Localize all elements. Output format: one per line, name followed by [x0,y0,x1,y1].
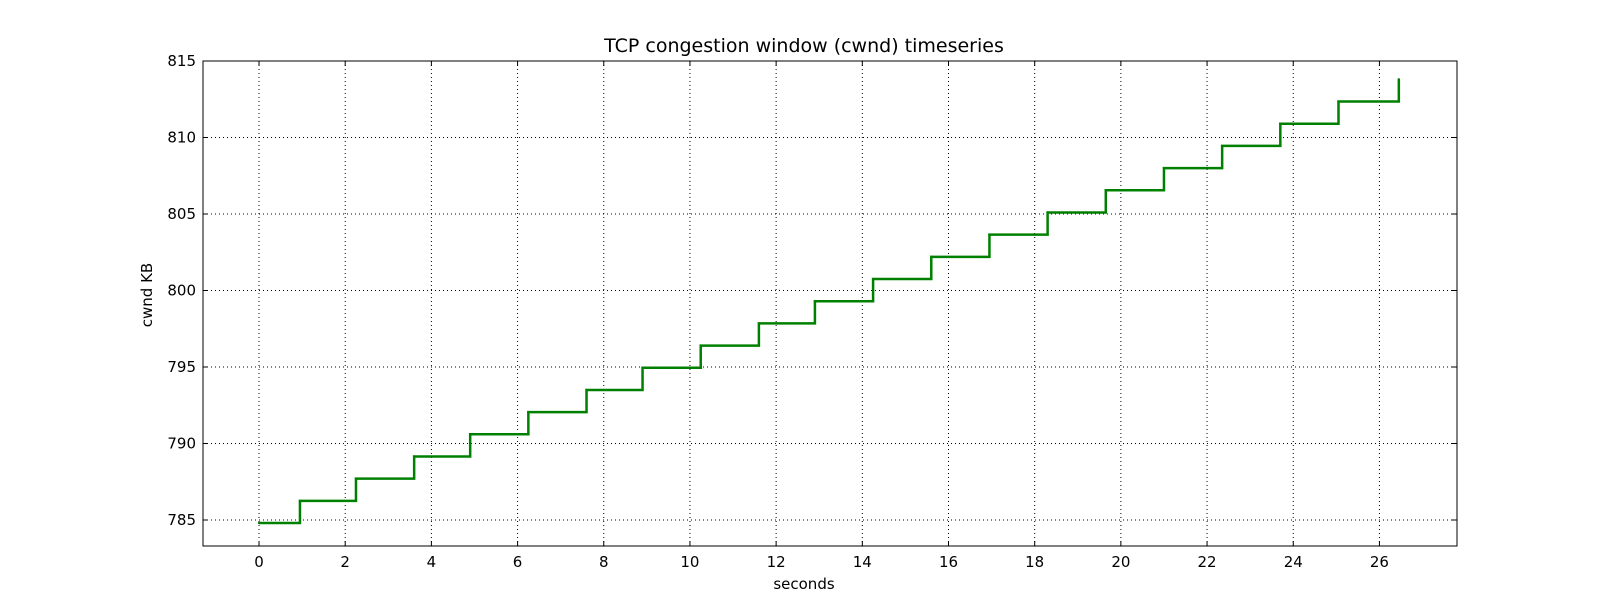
x-tick-label: 6 [513,553,523,571]
x-tick-label: 10 [680,553,699,571]
y-tick-label: 795 [167,358,196,376]
y-tick-label: 815 [167,52,196,70]
cwnd-step-point [988,233,991,236]
series-layer [257,78,1401,525]
x-tick-label: 4 [427,553,437,571]
cwnd-step-point [1104,189,1107,192]
x-tick-label: 18 [1025,553,1044,571]
x-tick-label: 16 [939,553,958,571]
x-tick-label: 2 [340,553,350,571]
x-axis-label: seconds [773,575,834,593]
cwnd-step-point [813,300,817,303]
cwnd-step-point [1220,144,1224,148]
y-tick-label: 785 [167,511,196,529]
y-axis-label: cwnd KB [138,263,156,327]
cwnd-step-point [468,433,472,436]
plot-frame [202,60,1458,547]
x-tick-label: 12 [767,553,786,571]
cwnd-step-point [527,410,530,414]
cwnd-step-point [412,455,416,458]
cwnd-step-point [1046,211,1049,214]
x-tick-label: 8 [599,553,609,571]
x-tick-label: 24 [1284,553,1303,571]
x-axis-ticks: 0 2 4 6 8 10 12 14 16 18 20 22 24 26 [254,61,1389,571]
y-tick-label: 790 [167,434,196,452]
x-tick-label: 14 [853,553,872,571]
cwnd-step-point [641,366,644,369]
cwnd-step-point [257,521,261,525]
y-tick-label: 810 [167,128,196,146]
cwnd-step-point [871,277,875,281]
cwnd-step-point [757,322,761,325]
cwnd-step-point [699,344,702,347]
x-tick-label: 22 [1198,553,1217,571]
x-tick-label: 20 [1111,553,1130,571]
cwnd-step-point [1337,100,1340,103]
chart-title: TCP congestion window (cwnd) timeseries [603,35,1004,57]
y-axis-ticks: 785 790 795 800 805 810 815 [167,52,1457,529]
cwnd-step-point [1397,78,1401,81]
y-tick-label: 800 [167,281,196,299]
y-tick-label: 805 [167,205,196,223]
cwnd-step-point [298,499,302,503]
cwnd-step-point [930,255,933,259]
cwnd-step-point [1279,122,1282,125]
x-tick-label: 26 [1370,553,1389,571]
x-tick-label: 0 [254,553,264,571]
cwnd-step-point [585,388,588,392]
cwnd-step-point [354,477,358,480]
cwnd-step-point [1162,166,1166,170]
